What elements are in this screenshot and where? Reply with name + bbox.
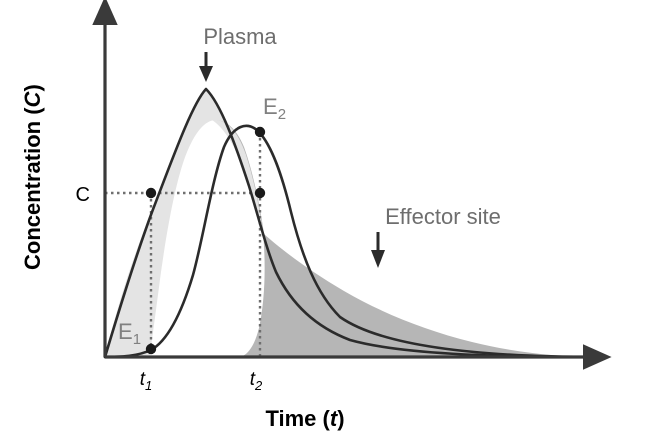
marker-e2: [254, 126, 266, 138]
plasma-arrow-icon: [199, 52, 213, 82]
plasma-curve: [103, 87, 600, 359]
annotation-arrows: [199, 52, 385, 268]
marker-c-at-t2: [254, 187, 266, 199]
tick-label-t1: t1: [140, 369, 153, 393]
axes: [92, 0, 612, 370]
marker-e1: [145, 343, 157, 355]
point-label-e2: E2: [263, 94, 286, 123]
shade-plasma: [105, 89, 263, 357]
plasma-annotation-label: Plasma: [203, 24, 277, 49]
data-markers: [145, 126, 266, 355]
guide-lines: [105, 132, 262, 356]
point-label-e1: E1: [118, 319, 141, 348]
y-axis-label: Concentration (C): [20, 84, 45, 270]
effector-arrow-icon: [371, 232, 385, 268]
x-axis-label: Time (t): [265, 406, 344, 431]
effector-site-annotation-label: Effector site: [385, 204, 501, 229]
shade-effector: [215, 120, 598, 357]
marker-c-at-t1: [145, 187, 157, 199]
tick-label-t2: t2: [250, 369, 263, 393]
c-threshold-label: C: [76, 184, 90, 206]
